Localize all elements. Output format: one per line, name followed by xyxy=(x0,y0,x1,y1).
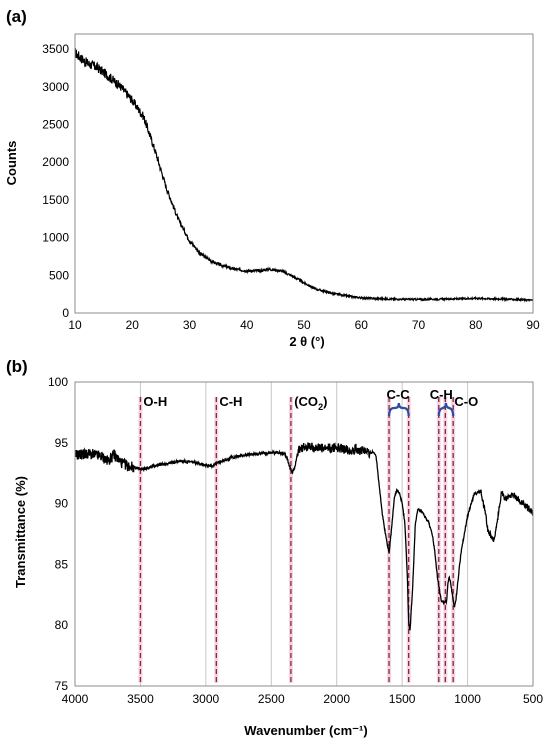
panel-label-b: (b) xyxy=(6,357,28,376)
x-tick-label-b: 2000 xyxy=(323,692,350,706)
y-tick-label-b: 75 xyxy=(55,679,69,693)
x-tick-label-a: 60 xyxy=(355,318,369,332)
x-tick-label-b: 1000 xyxy=(454,692,481,706)
y-tick-label-a: 500 xyxy=(49,268,69,282)
x-tick-label-a: 80 xyxy=(469,318,483,332)
xrd-series-line xyxy=(74,48,534,303)
y-tick-label-a: 3500 xyxy=(42,42,69,56)
x-tick-label-a: 90 xyxy=(526,318,540,332)
band-label: (CO2) xyxy=(294,394,327,412)
x-tick-label-a: 70 xyxy=(412,318,426,332)
y-axis-title-b: Transmittance (%) xyxy=(13,476,28,588)
ftir-series-line xyxy=(74,442,534,631)
y-tick-label-b: 80 xyxy=(55,618,69,632)
band-label: C-H xyxy=(219,394,242,409)
x-tick-label-a: 10 xyxy=(68,318,82,332)
x-tick-label-b: 3000 xyxy=(193,692,220,706)
band-label: C-O xyxy=(454,394,478,409)
plot-frame-a xyxy=(74,33,534,314)
y-tick-label-a: 3000 xyxy=(42,80,69,94)
panel-label-a: (a) xyxy=(6,7,27,26)
xrd-chart: (a) Counts 2 θ (°) 10 20 30 40 50 60 70 80 90 0 5… xyxy=(4,7,540,349)
ftir-chart: (b) Transmittance (%) Wavenumber (cm⁻¹) … xyxy=(6,357,543,738)
y-tick-label-b: 90 xyxy=(55,497,69,511)
y-tick-label-b: 95 xyxy=(55,436,69,450)
x-tick-label-b: 2500 xyxy=(258,692,285,706)
plot-frame-b xyxy=(74,381,534,687)
y-axis-title-a: Counts xyxy=(4,141,19,186)
x-tick-label-b: 4000 xyxy=(62,692,89,706)
y-tick-label-b: 85 xyxy=(55,557,69,571)
x-tick-label-a: 30 xyxy=(183,318,197,332)
y-tick-label-a: 0 xyxy=(62,306,69,320)
y-tick-label-a: 1500 xyxy=(42,193,69,207)
group-bracket xyxy=(437,402,455,417)
x-axis-title-a: 2 θ (°) xyxy=(289,334,324,349)
y-tick-label-a: 1000 xyxy=(42,231,69,245)
band-label: C-H xyxy=(430,387,453,402)
x-tick-label-b: 3500 xyxy=(127,692,154,706)
y-tick-label-a: 2000 xyxy=(42,155,69,169)
x-tick-label-a: 20 xyxy=(126,318,140,332)
x-tick-label-a: 40 xyxy=(240,318,254,332)
band-label: C-C xyxy=(387,387,411,402)
y-tick-label-a: 2500 xyxy=(42,117,69,131)
band-label: O-H xyxy=(143,394,167,409)
x-tick-label-b: 500 xyxy=(523,692,543,706)
x-tick-label-b: 1500 xyxy=(389,692,416,706)
y-tick-label-b: 100 xyxy=(48,375,68,389)
x-axis-title-b: Wavenumber (cm⁻¹) xyxy=(244,723,367,738)
group-bracket xyxy=(387,402,410,417)
x-tick-label-a: 50 xyxy=(297,318,311,332)
